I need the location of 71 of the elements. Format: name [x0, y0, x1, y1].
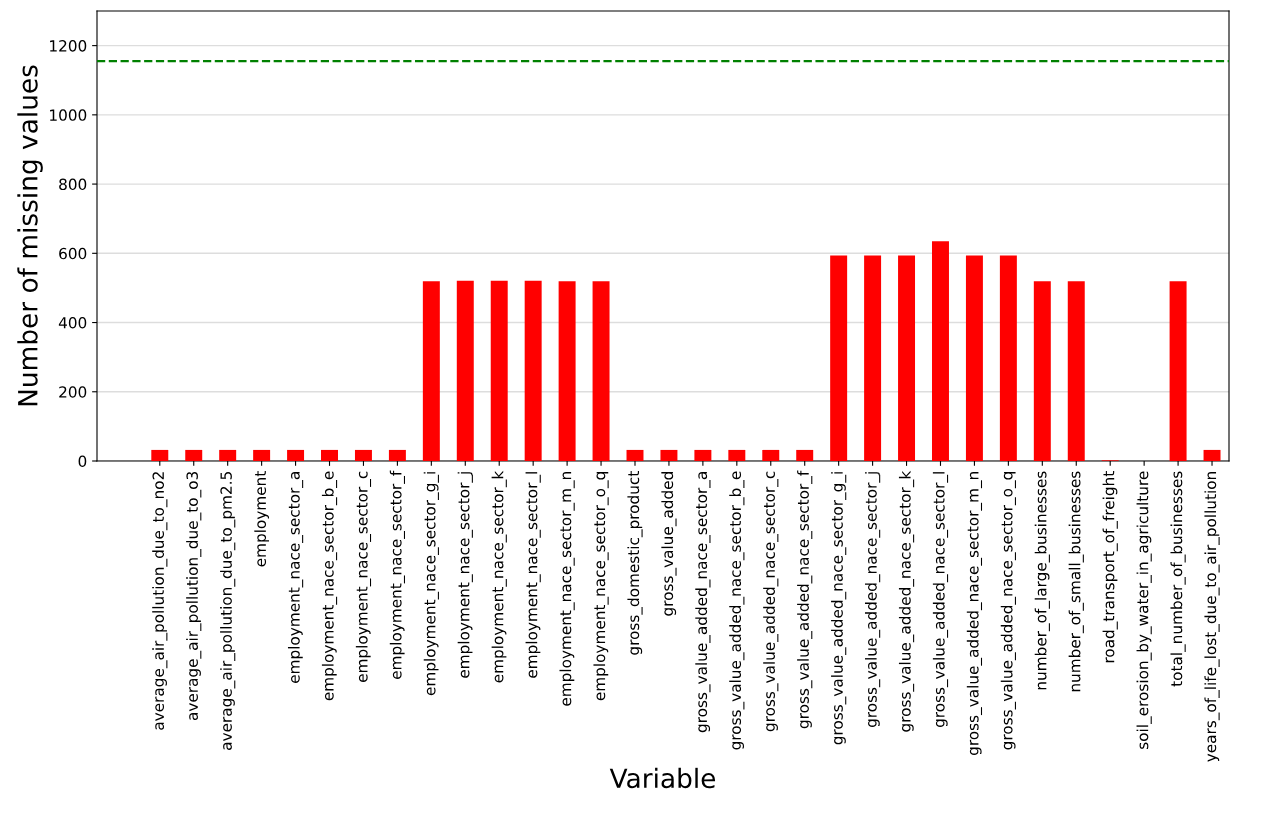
bar	[932, 241, 949, 461]
x-tick-label: average_air_pollution_due_to_o3	[186, 471, 202, 721]
bar	[728, 449, 746, 461]
x-tick-label: gross_value_added_nace_sector_c	[763, 471, 779, 732]
bar	[1033, 281, 1051, 461]
x-tick-label: average_air_pollution_due_to_no2	[152, 472, 168, 730]
y-tick-label: 200	[59, 386, 87, 398]
bar	[490, 280, 508, 461]
bar	[626, 449, 644, 461]
bar	[864, 255, 882, 461]
y-tick-label: 0	[78, 455, 87, 468]
y-tick-label: 1200	[50, 40, 87, 52]
x-tick-label: employment_nace_sector_j	[457, 472, 473, 678]
bar	[151, 449, 169, 461]
bar	[558, 281, 576, 461]
bar	[354, 449, 372, 461]
x-tick-label: employment_nace_sector_l	[525, 472, 541, 678]
y-tick-label: 800	[59, 178, 87, 191]
bar	[219, 449, 237, 461]
bar	[1203, 449, 1221, 461]
x-tick-label: employment_nace_sector_g_i	[423, 472, 439, 696]
bar	[524, 280, 542, 461]
y-tick-label: 600	[59, 247, 87, 260]
x-tick-label: employment_nace_sector_f	[389, 470, 405, 679]
bar	[287, 449, 305, 461]
bar	[321, 449, 338, 461]
x-tick-label: number_of_small_businesses	[1068, 471, 1084, 692]
x-tick-label: gross_value_added	[661, 472, 677, 616]
bar	[422, 281, 440, 461]
bar	[965, 255, 983, 461]
bar	[694, 449, 712, 461]
x-tick-label: gross_value_added_nace_sector_l	[932, 472, 949, 728]
bar	[830, 255, 848, 461]
x-tick-label: number_of_large_businesses	[1034, 471, 1050, 690]
bar	[796, 449, 814, 461]
bar	[388, 449, 406, 461]
x-tick-label: gross_value_added_nace_sector_j	[864, 472, 881, 728]
bar	[1169, 281, 1187, 461]
x-tick-label: employment_nace_sector_a	[287, 472, 304, 683]
x-tick-label: employment_nace_sector_b_e	[321, 471, 338, 701]
x-tick-label: years_of_life_lost_due_to_air_pollution	[1204, 472, 1220, 762]
x-tick-label: total_number_of_businesses	[1170, 471, 1186, 687]
y-tick-label: 1000	[50, 109, 87, 121]
y-axis-title: Number of missing values	[17, 65, 43, 406]
x-tick-label: employment_nace_sector_o_q	[593, 472, 609, 701]
x-tick-label: average_air_pollution_due_to_pm2.5	[220, 472, 236, 750]
x-tick-label: gross_value_added_nace_sector_m_n	[966, 472, 983, 755]
x-axis-title: Variable	[609, 767, 716, 789]
x-tick-label: employment_nace_sector_k	[491, 470, 507, 683]
bar	[185, 449, 203, 461]
x-tick-label: gross_value_added_nace_sector_f	[797, 470, 813, 729]
bar	[253, 449, 271, 461]
bar	[592, 281, 610, 461]
bar	[456, 280, 474, 461]
x-tick-label: employment	[254, 471, 270, 567]
x-tick-label: gross_domestic_product	[627, 471, 643, 655]
x-tick-label: employment_nace_sector_m_n	[559, 472, 575, 706]
x-tick-label: gross_value_added_nace_sector_o_q	[1000, 472, 1016, 750]
bar	[999, 255, 1017, 461]
x-tick-label: employment_nace_sector_c	[355, 471, 372, 682]
x-tick-label: gross_value_added_nace_sector_a	[695, 472, 711, 733]
y-tick-label: 400	[58, 317, 87, 329]
bar	[1067, 281, 1085, 461]
bar	[898, 255, 916, 461]
x-tick-label: gross_value_added_nace_sector_b_e	[729, 471, 745, 750]
x-tick-label: road_transport_of_freight	[1102, 471, 1118, 663]
bar	[762, 449, 780, 461]
bar	[660, 449, 678, 461]
x-tick-label: soil_erosion_by_water_in_agriculture	[1136, 471, 1152, 749]
x-tick-label: gross_value_added_nace_sector_k	[898, 470, 915, 732]
x-tick-label: gross_value_added_nace_sector_g_i	[831, 472, 847, 745]
